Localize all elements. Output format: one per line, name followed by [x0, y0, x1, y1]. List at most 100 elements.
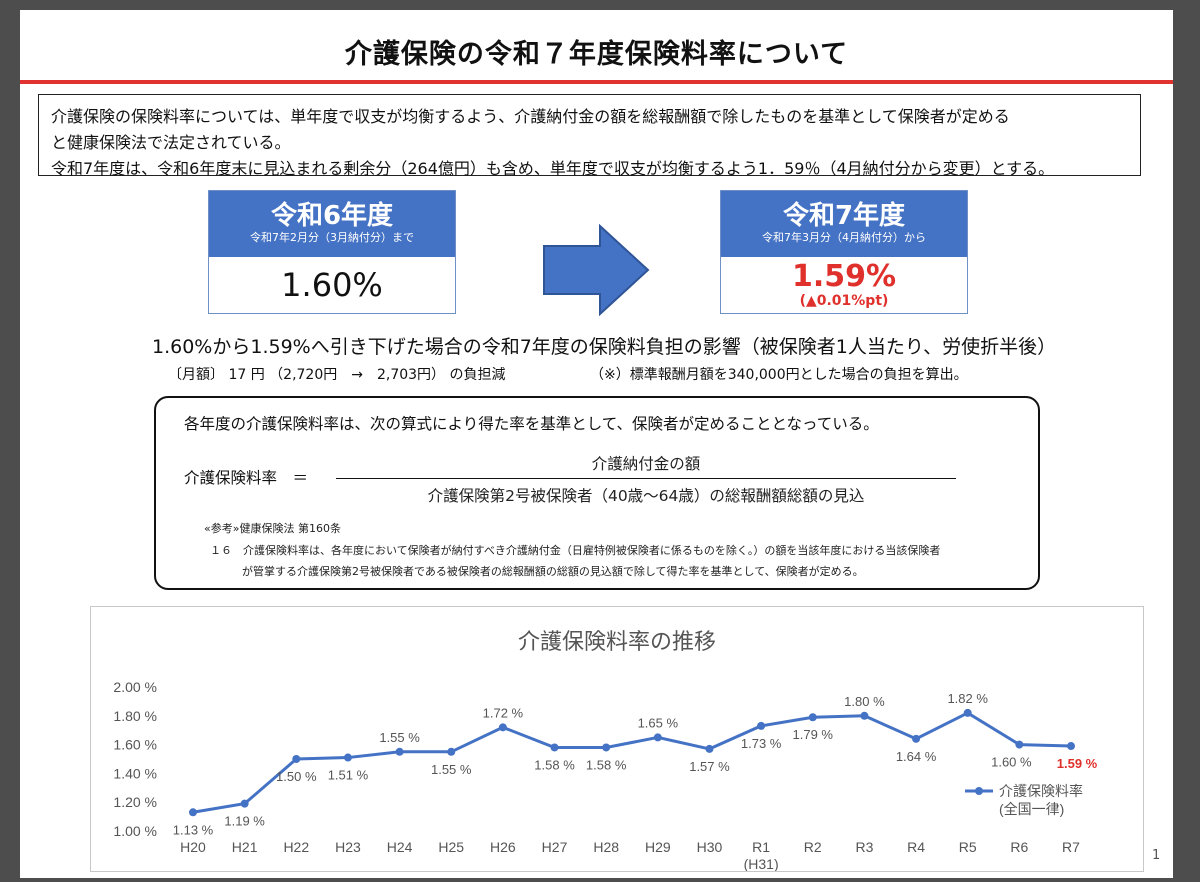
- formula-label: 介護保険料率 ＝: [184, 469, 309, 487]
- formula-box: 各年度の介護保険料率は、次の算式により得た率を基準として、保険者が定めることとな…: [154, 396, 1040, 590]
- page-title: 介護保険の令和７年度保険料率について: [344, 39, 849, 70]
- new-rate-card: 令和7年度 令和7年3月分（4月納付分）から 1.59% (▲0.01%pt): [720, 190, 968, 314]
- y-tick-label: 1.60 %: [113, 737, 157, 753]
- x-tick-label: H23: [335, 839, 361, 855]
- title-underline: [20, 80, 1173, 84]
- x-tick-label: R2: [804, 839, 822, 855]
- x-tick-label: R6: [1010, 839, 1028, 855]
- data-point: [912, 734, 921, 743]
- new-rate-year: 令和7年度: [782, 201, 906, 231]
- data-point: [653, 733, 662, 742]
- data-point: [602, 743, 611, 752]
- slide: 介護保険の令和７年度保険料率について 介護保険の保険料率については、単年度で収支…: [20, 10, 1173, 878]
- data-point: [1067, 742, 1075, 751]
- new-rate-value: 1.59%: [791, 259, 897, 294]
- data-label: 1.73 %: [741, 736, 782, 751]
- new-rate-header: 令和7年度 令和7年3月分（4月納付分）から: [721, 191, 967, 257]
- legend-swatch-marker: [975, 787, 983, 795]
- data-point: [963, 708, 972, 717]
- page-number: 1: [1152, 848, 1161, 863]
- data-label: 1.51 %: [328, 768, 369, 783]
- y-tick-label: 1.80 %: [113, 708, 157, 724]
- intro-line-1: 介護保険の保険料率については、単年度で収支が均衡するよう、介護納付金の額を総報酬…: [51, 107, 1010, 126]
- x-tick-label: H30: [697, 839, 723, 855]
- data-label: 1.58 %: [534, 757, 575, 772]
- x-tick-label: H26: [490, 839, 516, 855]
- data-point: [860, 711, 869, 720]
- y-tick-label: 1.40 %: [113, 765, 157, 781]
- reference-line-2: が管掌する介護保険第2号被保険者である被保険者の総報酬額の総額の見込額で除して得…: [242, 565, 864, 578]
- series-line: [192, 711, 1072, 814]
- y-tick-label: 1.20 %: [113, 794, 157, 810]
- x-tick-label: H27: [542, 839, 568, 855]
- x-tick-sublabel: (H31): [744, 856, 779, 871]
- legend-sublabel: (全国一律): [999, 801, 1064, 817]
- data-point: [550, 743, 559, 752]
- x-tick-label: R3: [855, 839, 873, 855]
- data-point: [1015, 740, 1024, 749]
- formula-numerator: 介護納付金の額: [591, 455, 701, 473]
- x-tick-label: R5: [959, 839, 977, 855]
- y-tick-label: 2.00 %: [113, 679, 157, 695]
- impact-headline: 1.60%から1.59%へ引き下げた場合の令和7年度の保険料負担の影響（被保険者…: [152, 336, 1057, 358]
- data-label: 1.64 %: [896, 749, 937, 764]
- data-point: [498, 723, 507, 732]
- legend-label: 介護保険料率: [999, 783, 1083, 799]
- current-rate-header: 令和6年度 令和7年2月分（3月納付分）まで: [209, 191, 455, 257]
- x-tick-label: H28: [593, 839, 619, 855]
- data-point: [343, 753, 352, 762]
- chart-frame: 介護保険料率の推移 1.00 % 1.20 % 1.40 % 1.60 % 1.80 % 2…: [90, 606, 1144, 872]
- data-label: 1.60 %: [991, 755, 1032, 770]
- current-rate-card: 令和6年度 令和7年2月分（3月納付分）まで 1.60%: [208, 190, 456, 314]
- data-label: 1.72 %: [483, 705, 524, 720]
- current-rate-value: 1.60%: [281, 266, 383, 304]
- data-label: 1.13 %: [173, 822, 214, 837]
- monthly-impact: 〔月額〕 17 円 （2,720円 → 2,703円） の負担減: [168, 367, 506, 383]
- data-point: [240, 799, 249, 808]
- data-point: [395, 747, 404, 756]
- data-label: 1.59 %: [1057, 756, 1098, 771]
- data-point: [447, 747, 456, 756]
- y-tick-label: 1.00 %: [113, 823, 157, 839]
- intro-box: 介護保険の保険料率については、単年度で収支が均衡するよう、介護納付金の額を総報酬…: [38, 94, 1141, 178]
- data-label: 1.55 %: [431, 762, 472, 777]
- x-tick-label: H24: [387, 839, 413, 855]
- data-label: 1.50 %: [276, 769, 317, 784]
- formula-denominator: 介護保険第2号被保険者（40歳～64歳）の総報酬額総額の見込: [427, 487, 865, 505]
- data-label: 1.58 %: [586, 757, 627, 772]
- data-label: 1.57 %: [689, 759, 730, 774]
- data-label: 1.80 %: [844, 694, 885, 709]
- reference-line-1: １６ 介護保険料率は、各年度において保険者が納付すべき介護納付金（日雇特例被保険…: [210, 544, 941, 557]
- formula-intro: 各年度の介護保険料率は、次の算式により得た率を基準として、保険者が定めることとな…: [184, 415, 879, 433]
- data-point: [189, 808, 197, 817]
- rate-trend-chart: 介護保険料率の推移 1.00 % 1.20 % 1.40 % 1.60 % 1.80 % 2…: [113, 629, 1098, 872]
- x-tick-label: H20: [180, 839, 206, 855]
- x-tick-label: H21: [232, 839, 258, 855]
- data-label: 1.65 %: [638, 715, 679, 730]
- intro-line-3: 令和7年度は、令和6年度末に見込まれる剰余分（264億円）も含め、単年度で収支が…: [51, 159, 1055, 178]
- new-rate-delta: (▲0.01%pt): [799, 293, 889, 309]
- data-label: 1.55 %: [379, 730, 420, 745]
- data-point: [292, 755, 301, 763]
- x-tick-label: R7: [1062, 839, 1080, 855]
- current-rate-period: 令和7年2月分（3月納付分）まで: [250, 231, 414, 244]
- impact-note: （※）標準報酬月額を340,000円とした場合の負担を算出。: [590, 367, 968, 383]
- intro-line-2: と健康保険法で法定されている。: [51, 133, 291, 152]
- x-tick-label: H22: [283, 839, 309, 855]
- data-label: 1.79 %: [793, 727, 834, 742]
- chart-title: 介護保険料率の推移: [518, 629, 716, 654]
- x-tick-label: R4: [907, 839, 925, 855]
- data-point: [705, 744, 714, 753]
- x-tick-label: H29: [645, 839, 671, 855]
- data-label: 1.82 %: [947, 691, 988, 706]
- current-rate-year: 令和6年度: [270, 201, 394, 231]
- new-rate-period: 令和7年3月分（4月納付分）から: [762, 231, 926, 244]
- x-tick-label: H25: [438, 839, 464, 855]
- fraction-bar: [336, 478, 956, 479]
- x-tick-label: R1: [752, 839, 770, 855]
- data-label: 1.19 %: [224, 814, 265, 829]
- right-arrow-icon: [543, 224, 650, 316]
- data-point: [808, 713, 817, 722]
- data-point: [757, 721, 766, 730]
- reference-title: «参考»健康保険法 第160条: [204, 522, 341, 535]
